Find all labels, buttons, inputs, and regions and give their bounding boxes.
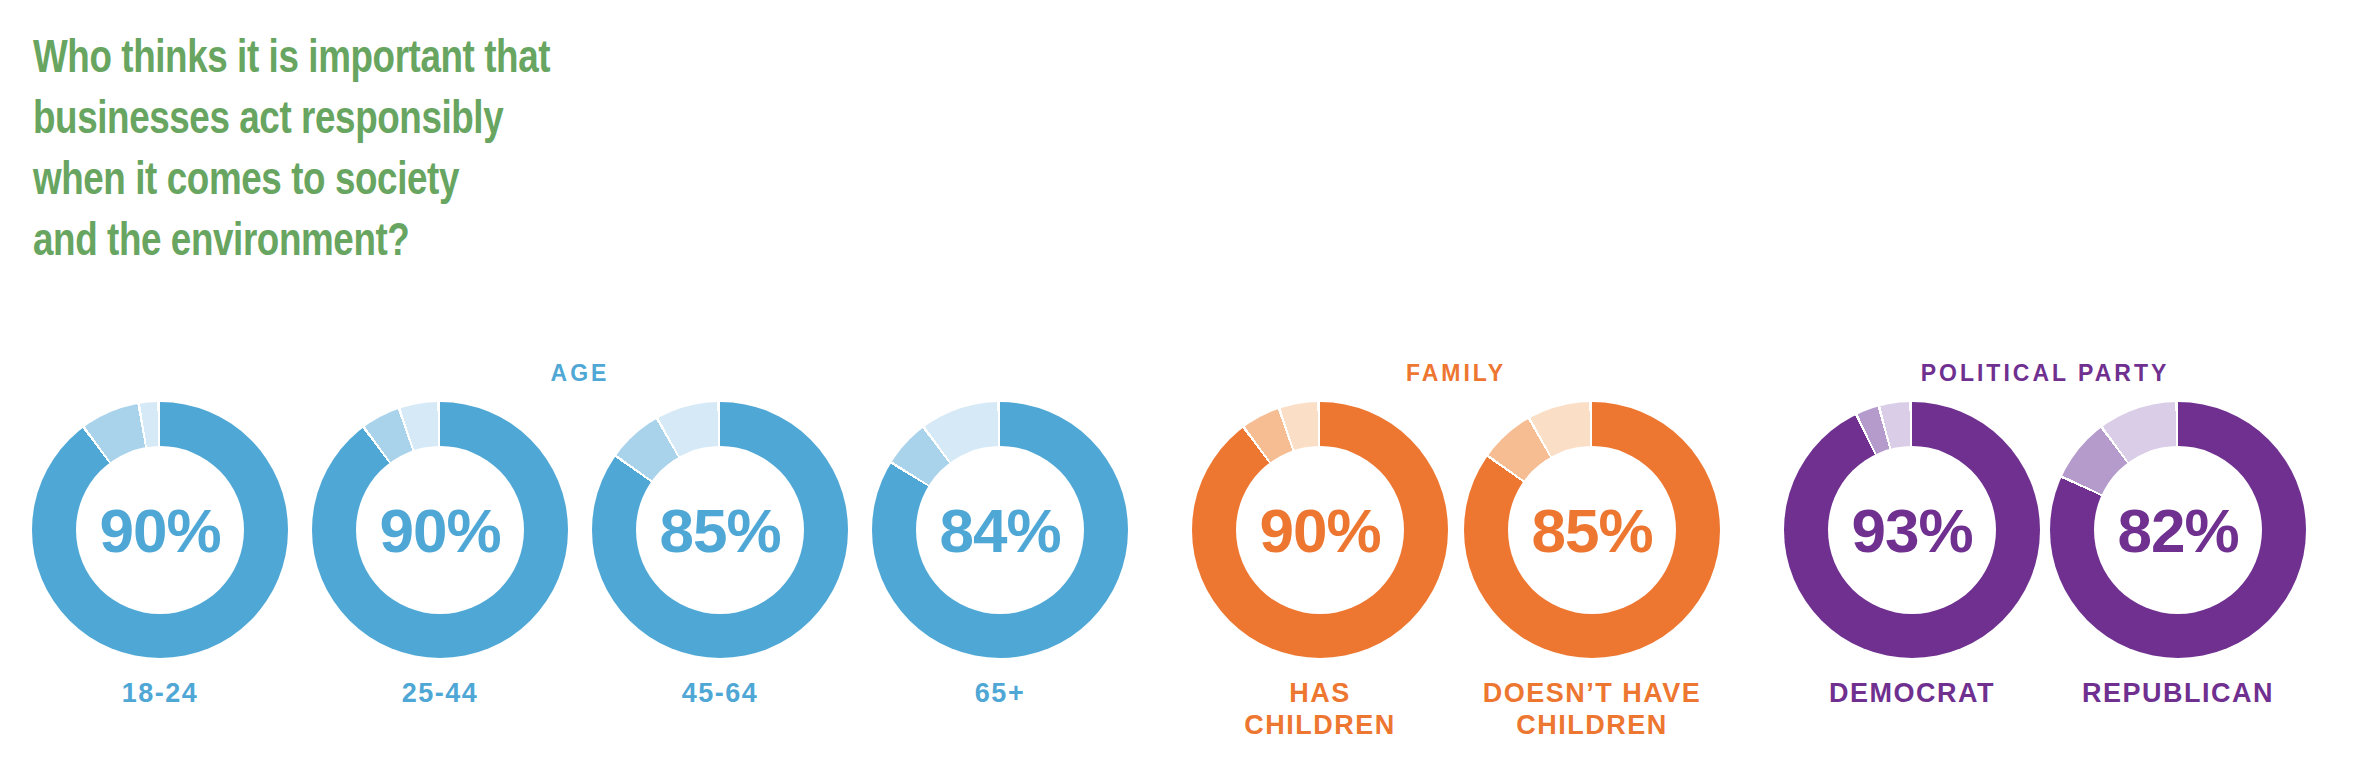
page-title: Who thinks it is important that business… [33,26,1891,270]
donut-item: 84% 65+ [872,402,1128,709]
donut-value: 85% [592,402,848,658]
donut-item: 82% REPUBLICAN [2050,402,2306,709]
donut-item: 85% DOESN’T HAVE CHILDREN [1464,402,1720,742]
donut-ring: 90% [312,402,568,658]
donut-caption: HAS CHILDREN [1244,677,1396,742]
donut-item: 85% 45-64 [592,402,848,709]
donut-ring: 93% [1784,402,2040,658]
donut-row-family: 90% HAS CHILDREN 85% DOESN’T HAVE CHILDREN [1192,402,1720,742]
donut-value: 90% [312,402,568,658]
chart-group-age: AGE 90% 18-24 90% 25-44 85% 45-64 84% 65+ [32,360,1128,709]
donut-item: 93% DEMOCRAT [1784,402,2040,709]
donut-caption: DEMOCRAT [1829,677,1995,709]
group-label-family: FAMILY [1192,360,1720,387]
donut-value: 82% [2050,402,2306,658]
donut-value: 85% [1464,402,1720,658]
chart-groups: AGE 90% 18-24 90% 25-44 85% 45-64 84% 65+ FAMILY 9… [32,360,2356,742]
donut-item: 90% 25-44 [312,402,568,709]
chart-group-political-party: POLITICAL PARTY 93% DEMOCRAT 82% REPUBLICAN [1784,360,2306,709]
donut-caption: 25-44 [402,677,479,709]
chart-group-family: FAMILY 90% HAS CHILDREN 85% DOESN’T HAVE CHI… [1192,360,1720,742]
donut-ring: 90% [1192,402,1448,658]
donut-caption: REPUBLICAN [2082,677,2274,709]
donut-caption: 65+ [975,677,1025,709]
donut-value: 93% [1784,402,2040,658]
donut-item: 90% 18-24 [32,402,288,709]
donut-value: 90% [1192,402,1448,658]
donut-value: 84% [872,402,1128,658]
donut-caption: 45-64 [682,677,759,709]
donut-ring: 85% [1464,402,1720,658]
donut-item: 90% HAS CHILDREN [1192,402,1448,742]
group-label-age: AGE [32,360,1128,387]
donut-row-age: 90% 18-24 90% 25-44 85% 45-64 84% 65+ [32,402,1128,709]
donut-value: 90% [32,402,288,658]
donut-caption: 18-24 [122,677,199,709]
donut-row-political-party: 93% DEMOCRAT 82% REPUBLICAN [1784,402,2306,709]
donut-ring: 90% [32,402,288,658]
donut-ring: 85% [592,402,848,658]
donut-caption: DOESN’T HAVE CHILDREN [1483,677,1702,742]
donut-ring: 84% [872,402,1128,658]
group-label-political-party: POLITICAL PARTY [1784,360,2306,387]
donut-ring: 82% [2050,402,2306,658]
